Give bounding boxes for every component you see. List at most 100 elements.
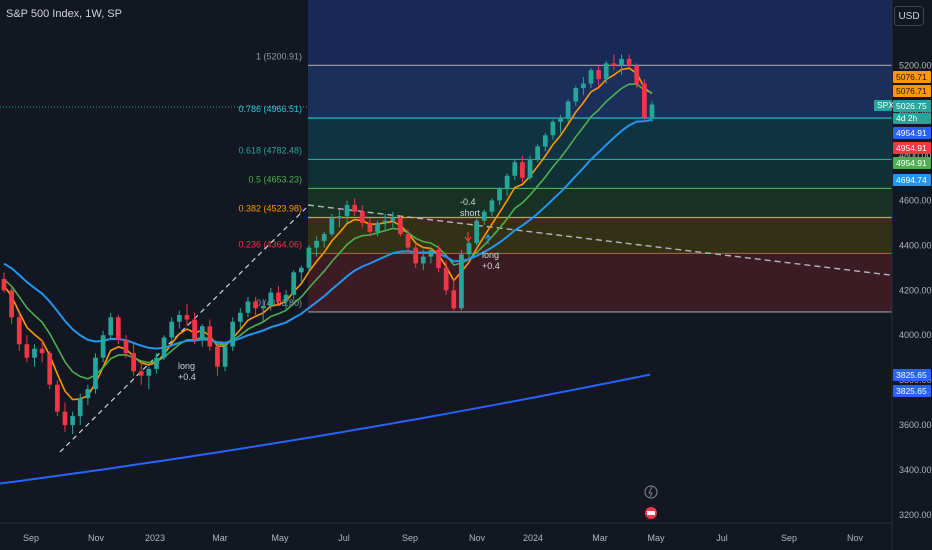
candle-body-80 xyxy=(611,63,617,66)
candle-body-41 xyxy=(314,240,319,248)
candle-body-9 xyxy=(70,416,75,426)
price-label-bg xyxy=(893,369,931,381)
candle-body-85 xyxy=(649,104,655,118)
candle-body-65 xyxy=(497,189,502,201)
price-label-bg xyxy=(874,100,892,111)
candle-body-76 xyxy=(581,83,586,89)
candle-body-2 xyxy=(16,317,22,345)
candle-body-59 xyxy=(451,290,457,309)
candle-body-67 xyxy=(512,162,518,176)
candle-body-5 xyxy=(39,348,45,354)
candle-body-62 xyxy=(474,220,480,244)
fib-level-label-0.236: 0.236 (4364.06) xyxy=(238,239,302,249)
candle-body-82 xyxy=(626,58,632,66)
trade-annotation-label: long xyxy=(482,250,499,260)
price-label-9: 3825.65 xyxy=(893,369,931,381)
price-label-text: 4d 2h xyxy=(896,113,918,123)
candle-body-71 xyxy=(542,135,548,147)
time-tick-label: Sep xyxy=(781,533,797,543)
fib-level-label-0.382: 0.382 (4523.98) xyxy=(238,204,302,214)
price-label-text: 3825.65 xyxy=(896,386,927,396)
candle-body-53 xyxy=(405,234,411,248)
fib-level-label-0: 0 (4103.80) xyxy=(256,298,302,308)
candle-body-6 xyxy=(47,353,53,385)
price-label-bg xyxy=(893,127,931,139)
fib-band-top xyxy=(308,0,892,66)
candle-body-28 xyxy=(215,346,220,367)
price-label-1: 5076.71 xyxy=(893,85,931,97)
candle-body-66 xyxy=(504,175,510,190)
fib-band-3 xyxy=(308,188,892,218)
candle-body-27 xyxy=(207,326,213,347)
candle-body-16 xyxy=(123,339,129,354)
candle-body-45 xyxy=(344,204,350,217)
time-tick-label: Mar xyxy=(212,533,228,543)
candle-body-23 xyxy=(176,315,182,322)
candle-body-74 xyxy=(565,101,571,118)
price-tick-label: 3400.00 xyxy=(899,465,932,475)
price-label-text: 5076.71 xyxy=(896,86,927,96)
price-label-bg xyxy=(893,157,931,169)
candle-body-10 xyxy=(77,398,83,417)
price-label-text: 4954.91 xyxy=(896,158,927,168)
short-arrow-icon xyxy=(464,232,472,242)
candle-body-38 xyxy=(291,272,297,295)
price-label-text: 4954.91 xyxy=(896,143,927,153)
candle-body-57 xyxy=(436,249,441,268)
candle-body-51 xyxy=(390,218,396,221)
price-label-4: 4d 2h xyxy=(893,113,931,124)
candle-body-70 xyxy=(535,146,541,160)
ma-line-ema-fast xyxy=(3,67,653,401)
candle-body-8 xyxy=(62,411,68,426)
price-label-5: 4954.91 xyxy=(893,127,931,139)
price-label-bg xyxy=(893,71,931,83)
candle-body-36 xyxy=(276,292,281,302)
price-tick-label: 5200.00 xyxy=(899,61,932,71)
lightning-bolt-icon xyxy=(648,486,653,498)
candle-body-3 xyxy=(24,344,30,358)
time-tick-label: Sep xyxy=(23,533,39,543)
fib-band-1 xyxy=(308,118,892,160)
price-label-6: 4954.91 xyxy=(893,142,931,154)
ma-line-ema-long xyxy=(0,373,651,485)
fib-level-label-0.5: 0.5 (4653.23) xyxy=(248,174,302,184)
candle-body-25 xyxy=(192,319,197,340)
candle-body-32 xyxy=(245,301,251,313)
candle-body-0 xyxy=(1,279,7,291)
candle-body-17 xyxy=(131,353,136,372)
price-tick-label: 4200.00 xyxy=(899,285,932,295)
candle-body-55 xyxy=(420,256,426,264)
price-label-bg xyxy=(893,142,931,154)
price-label-text: 5076.71 xyxy=(896,72,927,82)
trade-annotation-value: +0.4 xyxy=(178,372,196,382)
price-tick-label: 4800.00 xyxy=(899,150,932,160)
candle-body-81 xyxy=(619,58,624,66)
price-tick-label: 3600.00 xyxy=(899,420,932,430)
price-label-text: SPX xyxy=(877,100,894,110)
candle-body-1 xyxy=(9,290,14,318)
trade-annotation-value: short xyxy=(460,208,481,218)
candle-body-35 xyxy=(268,292,274,307)
candle-body-26 xyxy=(199,326,205,340)
price-tick-label: 4000.00 xyxy=(899,330,932,340)
price-label-bg xyxy=(893,85,931,97)
currency-button[interactable]: USD xyxy=(894,6,924,26)
candle-body-12 xyxy=(93,357,98,390)
price-label-7: 4954.91 xyxy=(893,157,931,169)
time-tick-label: May xyxy=(271,533,289,543)
price-label-text: 5026.75 xyxy=(896,101,927,111)
candle-body-46 xyxy=(352,204,358,212)
price-label-0: 5076.71 xyxy=(893,71,931,83)
candle-body-33 xyxy=(253,301,258,309)
candle-body-44 xyxy=(337,216,342,219)
candle-body-56 xyxy=(428,249,434,257)
trade-annotation-0: long+0.4 xyxy=(178,361,196,382)
rising-trendline xyxy=(59,207,307,453)
candle-body-61 xyxy=(466,243,472,255)
candle-body-39 xyxy=(298,267,304,273)
price-label-bg xyxy=(893,385,931,397)
fib-band-5 xyxy=(308,253,892,312)
fib-level-label-1: 1 (5200.91) xyxy=(256,51,302,61)
